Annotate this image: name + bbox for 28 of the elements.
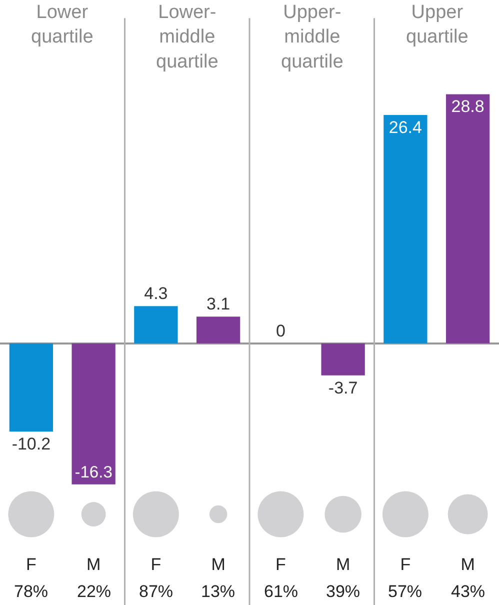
data-label: 4.3 (144, 284, 168, 304)
x-tick-label: M (86, 554, 101, 574)
chart-title: Upper- middle quartile (281, 2, 344, 72)
data-label: 39% (326, 582, 360, 601)
x-tick-label: F (275, 554, 286, 574)
data-label: 26.4 (388, 118, 422, 137)
x-tick-label: F (26, 554, 36, 574)
x-tick-label: F (150, 554, 162, 574)
data-label: -16.3 (74, 462, 112, 482)
chart-title: Lower quartile (31, 2, 94, 48)
x-tick-label: F (400, 554, 411, 574)
data-label: 13% (201, 582, 236, 601)
data-label: -3.7 (328, 378, 358, 398)
x-tick-label: M (460, 554, 475, 574)
chart-title: Upper quartile (406, 2, 468, 48)
x-tick-label: M (211, 554, 226, 574)
data-label: 22% (77, 582, 112, 601)
data-label: 43% (451, 582, 486, 601)
x-tick-label: M (336, 554, 350, 574)
data-label: 57% (388, 582, 422, 601)
chart-title: Lower- middle quartile (156, 2, 218, 72)
data-label: 3.1 (206, 294, 230, 314)
data-label: 87% (139, 582, 174, 601)
data-label: 0 (276, 321, 286, 340)
data-label: 78% (14, 582, 48, 601)
data-label: -10.2 (12, 434, 51, 454)
data-label: 28.8 (451, 97, 484, 116)
data-label: 61% (264, 582, 298, 601)
